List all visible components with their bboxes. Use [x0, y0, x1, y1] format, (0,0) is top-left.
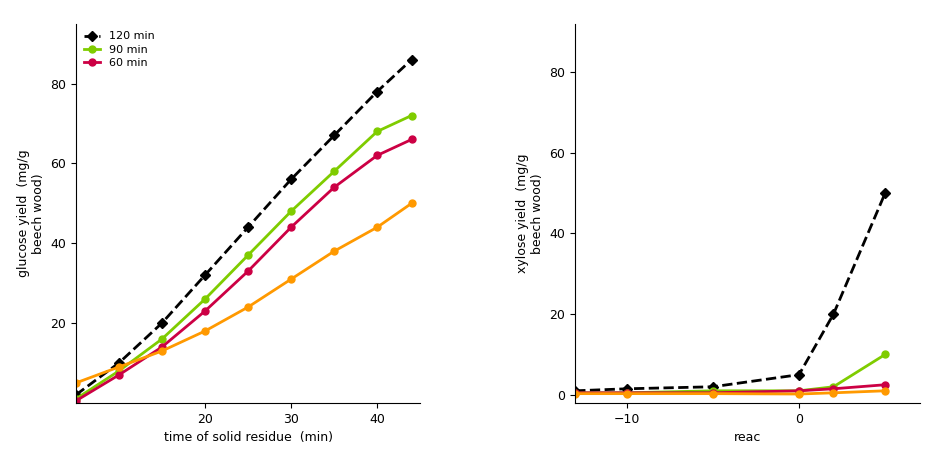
- Legend: 120 min, 90 min, 60 min: 120 min, 90 min, 60 min: [82, 29, 157, 70]
- X-axis label: reac: reac: [734, 431, 761, 444]
- X-axis label: time of solid residue  (min): time of solid residue (min): [163, 431, 333, 444]
- Y-axis label: xylose yield  (mg/g
beech wood): xylose yield (mg/g beech wood): [516, 154, 544, 273]
- Y-axis label: glucose yield  (mg/g
beech wood): glucose yield (mg/g beech wood): [16, 149, 45, 277]
